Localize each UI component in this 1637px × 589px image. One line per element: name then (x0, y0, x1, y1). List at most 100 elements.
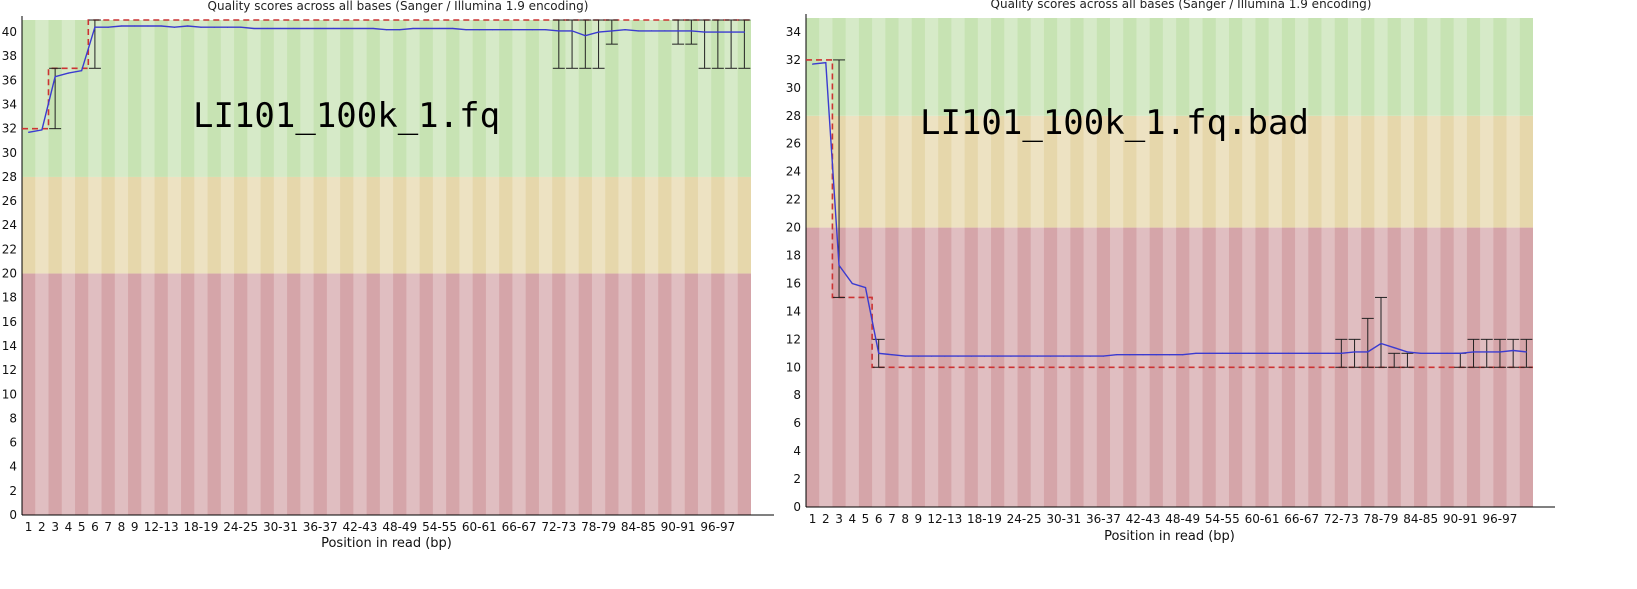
mean-point (717, 31, 719, 33)
mean-point (970, 355, 972, 357)
x-tick-label: 90-91 (661, 520, 696, 534)
y-tick-label: 8 (793, 388, 801, 402)
whisker (566, 19, 579, 69)
y-tick-label: 38 (2, 49, 17, 63)
stripe (247, 20, 261, 515)
x-tick-label: 1 (25, 520, 33, 534)
mean-point (1182, 354, 1184, 356)
x-tick-label: 84-85 (621, 520, 656, 534)
mean-point (624, 29, 626, 31)
y-tick-label: 22 (2, 242, 17, 256)
mean-point (1340, 352, 1342, 354)
x-tick-label: 8 (118, 520, 126, 534)
mean-point (1433, 352, 1435, 354)
mean-point (518, 29, 520, 31)
mean-point (28, 131, 30, 133)
mean-point (1353, 351, 1356, 353)
y-tick-label: 20 (786, 221, 801, 235)
y-tick-label: 36 (2, 73, 17, 87)
mean-point (67, 72, 69, 74)
y-tick-label: 40 (2, 25, 17, 39)
whisker (1480, 338, 1493, 368)
x-tick-label: 24-25 (1007, 512, 1042, 526)
y-tick-label: 6 (793, 416, 801, 430)
mean-point (505, 29, 507, 31)
mean-point (1102, 355, 1105, 357)
mean-point (1155, 354, 1157, 356)
stripe (924, 18, 939, 507)
mean-point (346, 27, 348, 30)
stripe (326, 20, 341, 515)
mean-point (1221, 352, 1223, 354)
y-tick-label: 12 (2, 363, 17, 377)
mean-point (1248, 352, 1250, 354)
mean-point (1393, 347, 1395, 349)
mean-point (930, 355, 933, 357)
y-tick-label: 12 (786, 332, 801, 346)
stripe (300, 20, 314, 515)
whisker (685, 19, 698, 45)
whisker (1520, 338, 1533, 368)
stripe (485, 20, 500, 515)
x-tick-label: 36-37 (303, 520, 338, 534)
stripe (565, 20, 579, 515)
mean-point (597, 31, 600, 33)
x-tick-label: 90-91 (1443, 512, 1478, 526)
x-tick-label: 12-13 (144, 520, 179, 534)
stripe (194, 20, 208, 515)
mean-point (1367, 351, 1369, 353)
mean-point (637, 30, 639, 32)
chart-right: Quality scores across all bases (Sanger … (786, 0, 1555, 544)
mean-point (306, 27, 308, 30)
stripe (114, 20, 129, 515)
mean-point (279, 27, 282, 30)
x-tick-label: 18-19 (967, 512, 1002, 526)
y-tick-label: 30 (786, 81, 801, 95)
stripe (845, 18, 859, 507)
stripe (1242, 18, 1256, 507)
mean-point (611, 30, 613, 32)
zone-good (806, 18, 1533, 116)
x-tick-label: 60-61 (462, 520, 497, 534)
y-tick-label: 32 (786, 53, 801, 67)
mean-point (187, 25, 189, 27)
x-tick-label: 4 (848, 512, 856, 526)
x-tick-label: 3 (835, 512, 843, 526)
whisker (605, 19, 618, 45)
x-tick-label: 78-79 (581, 520, 616, 534)
mean-point (81, 70, 83, 72)
y-tick-label: 10 (2, 387, 17, 401)
y-tick-label: 34 (2, 98, 17, 112)
mean-point (664, 30, 666, 32)
mean-point (107, 26, 109, 28)
mean-point (851, 282, 853, 285)
stripe (1004, 18, 1018, 507)
stripe (353, 20, 367, 515)
x-tick-label: 42-43 (343, 520, 378, 534)
whisker (592, 19, 605, 69)
stripe (1057, 18, 1071, 507)
mean-point (1234, 352, 1237, 354)
mean-point (1023, 355, 1025, 357)
mean-point (120, 25, 123, 27)
stripe (1083, 18, 1097, 507)
y-tick-label: 14 (786, 304, 801, 318)
stripe (1136, 18, 1150, 507)
x-tick-label: 6 (91, 520, 99, 534)
y-tick-label: 24 (2, 218, 17, 232)
mean-point (544, 29, 547, 31)
x-tick-label: 72-73 (541, 520, 576, 534)
mean-point (730, 31, 732, 33)
x-tick-label: 5 (78, 520, 86, 534)
mean-point (690, 30, 692, 32)
y-tick-label: 16 (2, 315, 17, 329)
stripe (1374, 18, 1388, 507)
chart-left: Quality scores across all bases (Sanger … (2, 0, 774, 551)
y-tick-label: 2 (793, 472, 801, 486)
x-tick-label: 24-25 (223, 520, 258, 534)
chart-title: Quality scores across all bases (Sanger … (208, 0, 589, 13)
y-tick-label: 26 (786, 137, 801, 151)
zone-good (22, 20, 751, 177)
mean-point (650, 30, 653, 32)
